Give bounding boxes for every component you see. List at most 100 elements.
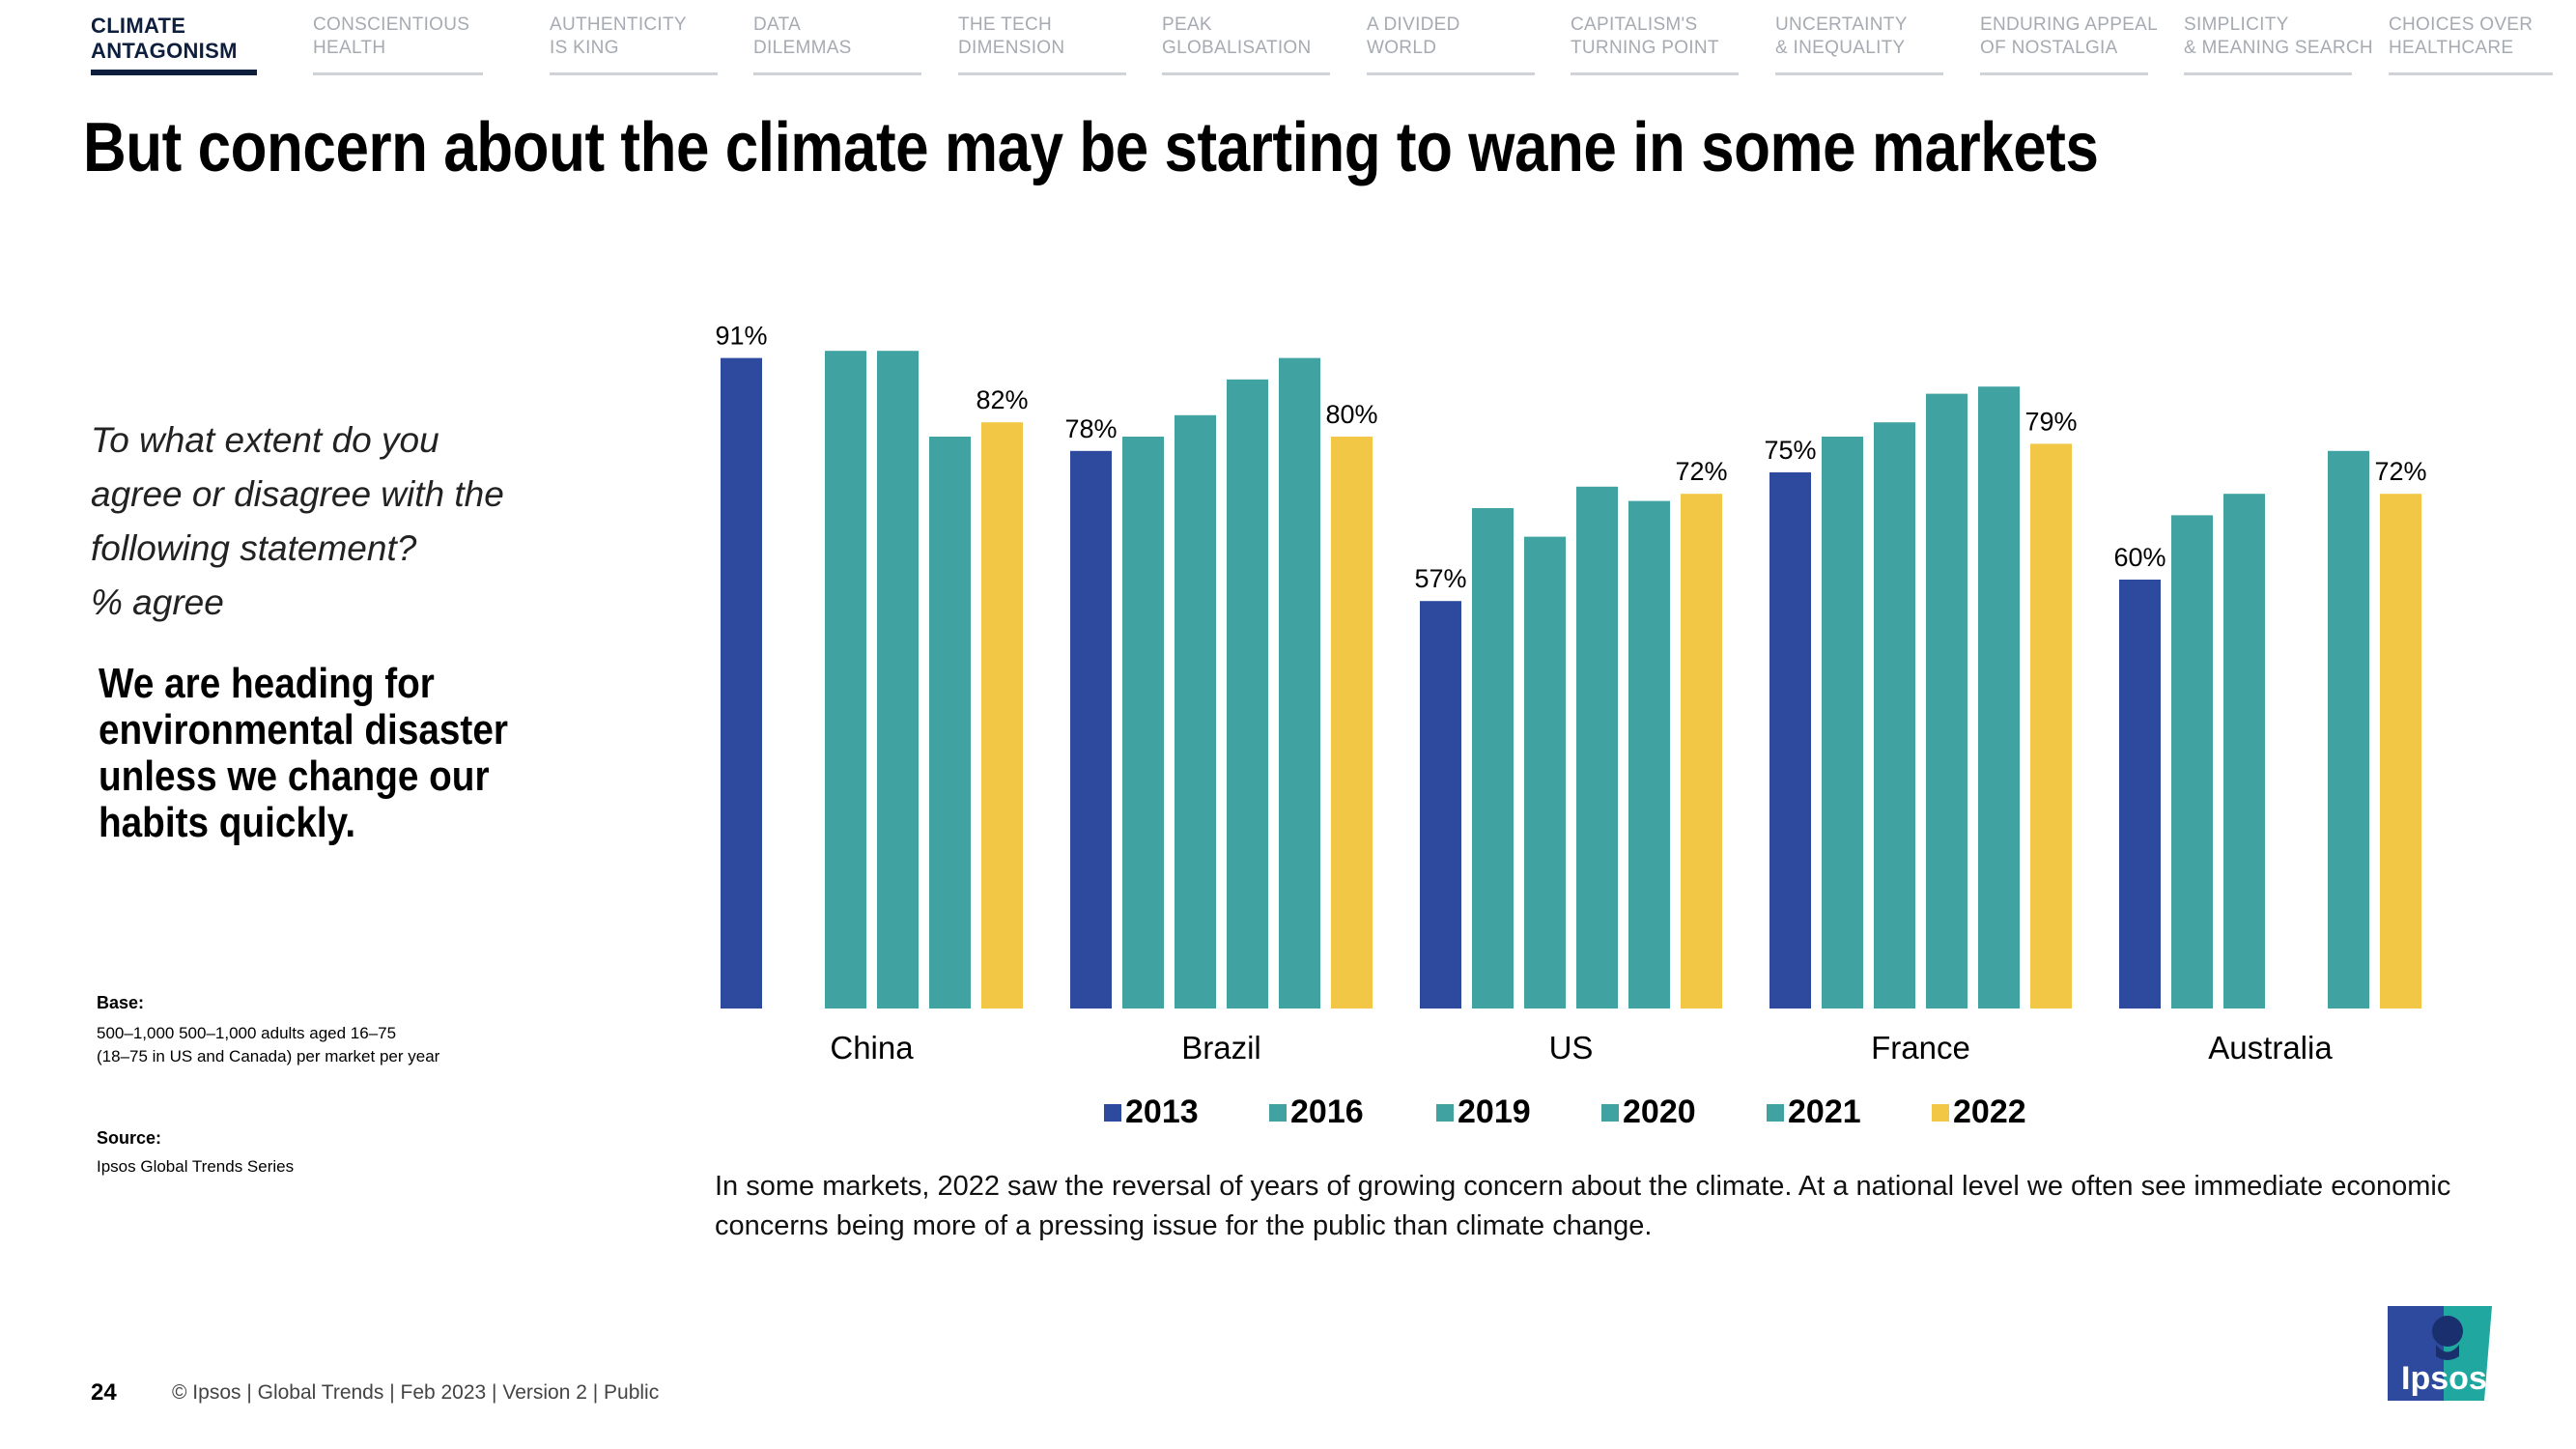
ipsos-logo[interactable]: Ipsos bbox=[2388, 1306, 2492, 1401]
nav-tab-line: HEALTH bbox=[313, 38, 386, 58]
legend-swatch bbox=[1104, 1103, 1121, 1122]
section-nav: CLIMATE ANTAGONISM CONSCIENTIOUS HEALTH AUTH… bbox=[0, 0, 2576, 82]
nav-tab-line: PEAK bbox=[1162, 14, 1212, 35]
bar-us-2020 bbox=[1576, 486, 1618, 1009]
bar-china-2022 bbox=[981, 422, 1023, 1009]
chart-legend: 2013 2016 2019 2020 2021 2022 bbox=[0, 1094, 2576, 1142]
logo-text: Ipsos bbox=[2401, 1360, 2487, 1397]
source-text: Ipsos Global Trends Series bbox=[97, 1157, 295, 1176]
survey-statement: We are heading for environmental disaste… bbox=[99, 660, 508, 846]
chart-caption: In some markets, 2022 saw the reversal o… bbox=[715, 1171, 2451, 1241]
nav-tab[interactable]: CHOICES OVER HEALTHCARE bbox=[2389, 14, 2553, 75]
data-label: 75% bbox=[1764, 436, 1816, 465]
nav-tab[interactable]: SIMPLICITY & MEANING SEARCH bbox=[2184, 14, 2373, 75]
data-label: 72% bbox=[1675, 457, 1727, 486]
bar-france-2022 bbox=[2030, 443, 2072, 1009]
nav-tab-line: ENDURING APPEAL bbox=[1980, 14, 2158, 35]
legend-item-2019[interactable]: 2019 bbox=[1436, 1094, 1531, 1131]
nav-tab[interactable]: ENDURING APPEAL OF NOSTALGIA bbox=[1980, 14, 2158, 75]
nav-tab[interactable]: PEAK GLOBALISATION bbox=[1162, 14, 1330, 75]
nav-tab-line: OF NOSTALGIA bbox=[1980, 38, 2118, 58]
nav-tab-line: TURNING POINT bbox=[1571, 38, 1719, 58]
nav-tab[interactable]: CONSCIENTIOUS HEALTH bbox=[313, 14, 483, 75]
bar-brazil-2020 bbox=[1227, 379, 1268, 1009]
nav-tab[interactable]: AUTHENTICITY IS KING bbox=[550, 14, 718, 75]
legend-swatch bbox=[1269, 1103, 1287, 1122]
category-label: China bbox=[830, 1030, 914, 1065]
legend-label: 2021 bbox=[1788, 1094, 1861, 1130]
bar-brazil-2021 bbox=[1279, 357, 1320, 1009]
bar-brazil-2016 bbox=[1122, 437, 1164, 1009]
page-title: But concern about the climate may be sta… bbox=[83, 109, 2099, 186]
bar-france-2019 bbox=[1874, 422, 1915, 1009]
legend-item-2022[interactable]: 2022 bbox=[1932, 1094, 2026, 1131]
nav-tab-line: AUTHENTICITY bbox=[550, 14, 687, 35]
nav-tab-line: & INEQUALITY bbox=[1775, 38, 1906, 58]
nav-tab-line: CHOICES OVER bbox=[2389, 14, 2534, 35]
bar-australia-2021 bbox=[2328, 450, 2369, 1009]
bar-us-2013 bbox=[1420, 601, 1461, 1009]
base-line: (18–75 in US and Canada) per market per … bbox=[97, 1047, 440, 1065]
data-label: 91% bbox=[715, 322, 767, 351]
category-label: US bbox=[1549, 1030, 1594, 1065]
nav-tab-line: WORLD bbox=[1367, 38, 1437, 58]
data-label: 82% bbox=[976, 385, 1028, 414]
question-line: agree or disagree with the bbox=[91, 474, 504, 514]
base-line: 500–1,000 500–1,000 adults aged 16–75 bbox=[97, 1024, 397, 1042]
legend-label: 2019 bbox=[1458, 1094, 1531, 1130]
footer-text: © Ipsos | Global Trends | Feb 2023 | Ver… bbox=[172, 1381, 660, 1404]
legend-item-2016[interactable]: 2016 bbox=[1269, 1094, 1364, 1131]
category-label: France bbox=[1871, 1030, 1970, 1065]
question-line: % agree bbox=[91, 582, 224, 622]
legend-swatch bbox=[1601, 1103, 1619, 1122]
data-label: 80% bbox=[1325, 400, 1377, 429]
bar-australia-2013 bbox=[2119, 580, 2161, 1009]
bar-france-2013 bbox=[1769, 472, 1811, 1009]
nav-tab-line: HEALTHCARE bbox=[2389, 38, 2514, 58]
nav-tab[interactable]: THE TECH DIMENSION bbox=[958, 14, 1126, 75]
legend-label: 2020 bbox=[1623, 1094, 1696, 1130]
nav-tab-line: DILEMMAS bbox=[753, 38, 852, 58]
nav-tab-line: & MEANING SEARCH bbox=[2184, 38, 2373, 58]
nav-tab-line: UNCERTAINTY bbox=[1775, 14, 1908, 35]
bar-china-2021 bbox=[929, 437, 971, 1009]
nav-tab[interactable]: CAPITALISM'S TURNING POINT bbox=[1571, 14, 1739, 75]
nav-tab-line: GLOBALISATION bbox=[1162, 38, 1312, 58]
nav-tab-line: ANTAGONISM bbox=[91, 39, 238, 63]
legend-item-2013[interactable]: 2013 bbox=[1104, 1094, 1199, 1131]
bar-france-2016 bbox=[1822, 437, 1863, 1009]
category-label: Australia bbox=[2208, 1030, 2333, 1065]
legend-swatch bbox=[1767, 1103, 1784, 1122]
nav-tab-line: DATA bbox=[753, 14, 802, 35]
nav-tab[interactable]: DATA DILEMMAS bbox=[753, 14, 921, 75]
legend-item-2021[interactable]: 2021 bbox=[1767, 1094, 1861, 1131]
nav-tab-line: A DIVIDED bbox=[1367, 14, 1460, 35]
nav-tab-line: SIMPLICITY bbox=[2184, 14, 2289, 35]
bar-us-2016 bbox=[1472, 508, 1514, 1009]
nav-tab-line: THE TECH bbox=[958, 14, 1053, 35]
logo-icon bbox=[2388, 1306, 2492, 1401]
question-line: following statement? bbox=[91, 528, 417, 568]
bar-us-2022 bbox=[1681, 494, 1722, 1009]
bar-france-2021 bbox=[1978, 386, 2020, 1009]
bar-china-2013 bbox=[721, 357, 762, 1009]
nav-tab-line: CAPITALISM'S bbox=[1571, 14, 1698, 35]
legend-item-2020[interactable]: 2020 bbox=[1601, 1094, 1696, 1131]
bar-australia-2022 bbox=[2380, 494, 2421, 1009]
nav-tab[interactable]: A DIVIDED WORLD bbox=[1367, 14, 1535, 75]
page-number: 24 bbox=[91, 1379, 117, 1406]
bar-australia-2016 bbox=[2171, 515, 2213, 1009]
data-label: 78% bbox=[1064, 414, 1117, 443]
category-label: Brazil bbox=[1181, 1030, 1261, 1065]
bar-france-2020 bbox=[1926, 393, 1967, 1009]
data-label: 57% bbox=[1414, 564, 1466, 593]
data-label: 60% bbox=[2113, 543, 2166, 572]
base-label: Base: bbox=[97, 993, 145, 1012]
bar-brazil-2022 bbox=[1331, 437, 1373, 1009]
nav-tab[interactable]: UNCERTAINTY & INEQUALITY bbox=[1775, 14, 1943, 75]
legend-label: 2013 bbox=[1125, 1094, 1199, 1130]
bar-brazil-2013 bbox=[1070, 450, 1112, 1009]
nav-tab[interactable]: CLIMATE ANTAGONISM bbox=[91, 14, 257, 75]
question-line: To what extent do you bbox=[91, 420, 439, 460]
bar-brazil-2019 bbox=[1175, 414, 1216, 1009]
